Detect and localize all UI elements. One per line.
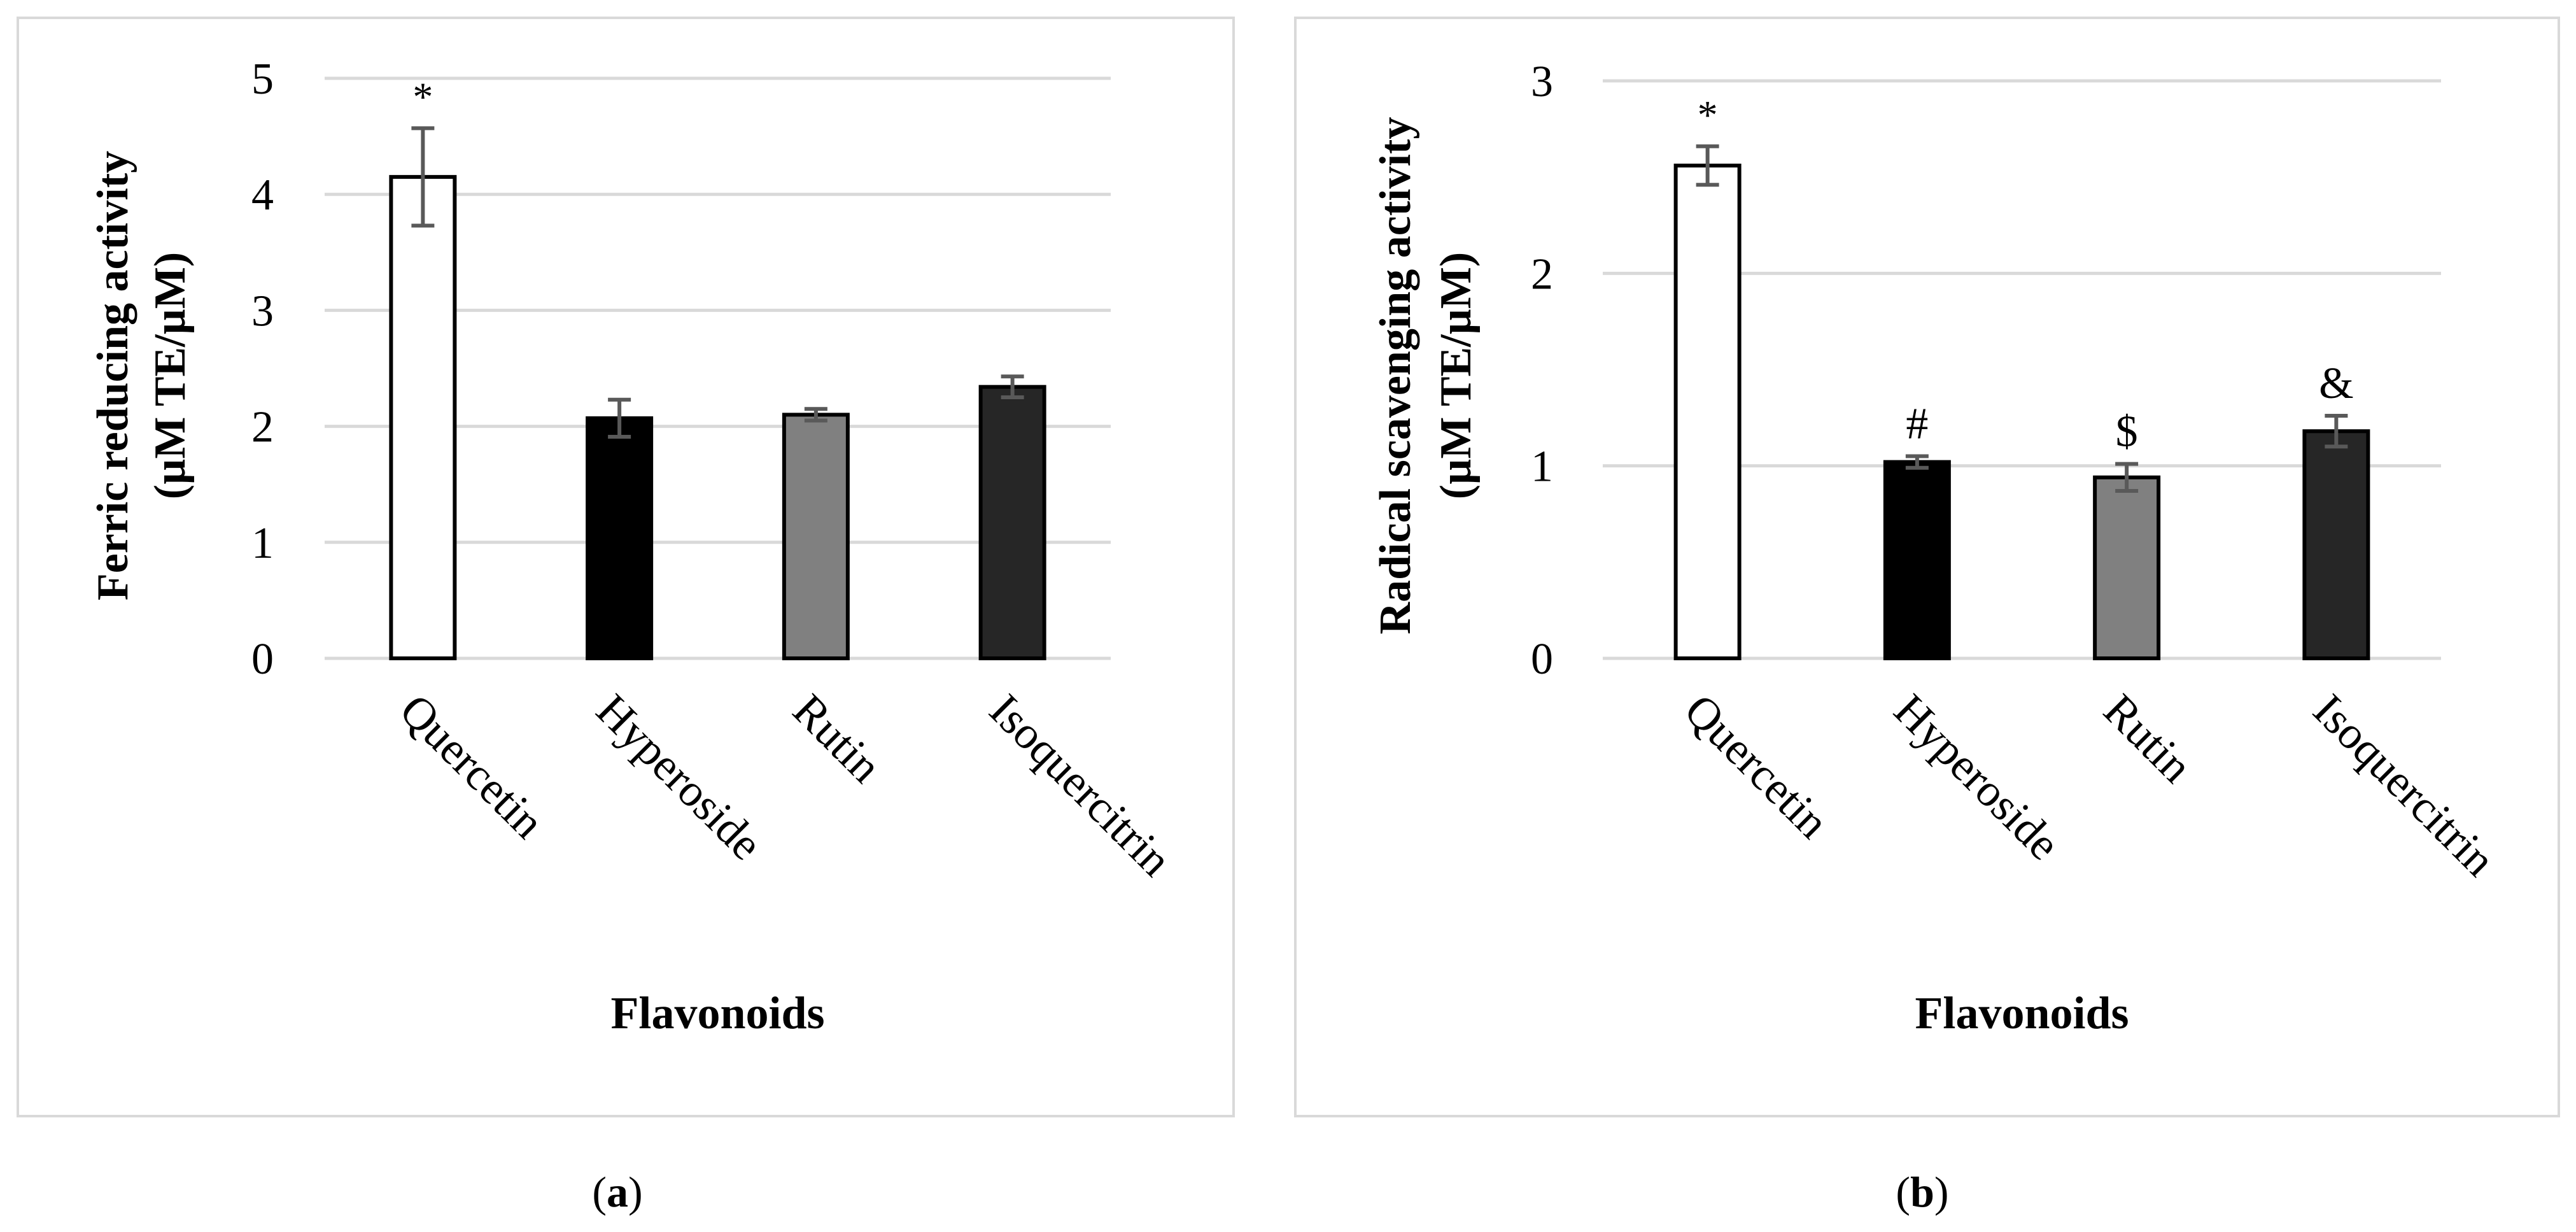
y-axis-title-line2: (µM TE/µM) xyxy=(146,252,195,500)
bar xyxy=(2093,475,2161,660)
y-tick-label: 2 xyxy=(251,403,274,452)
panel-caption-letter: a xyxy=(607,1168,628,1216)
y-tick-label: 2 xyxy=(1531,250,1553,299)
bar xyxy=(2302,429,2370,660)
significance-marker: * xyxy=(412,74,433,119)
significance-marker: # xyxy=(1906,400,1928,449)
y-tick-label: 0 xyxy=(251,635,274,684)
panel-caption-letter: b xyxy=(1910,1168,1934,1216)
bar xyxy=(389,174,457,660)
y-tick-label: 1 xyxy=(251,519,274,568)
x-axis-title: Flavonoids xyxy=(1915,988,2129,1038)
significance-marker: $ xyxy=(2116,407,2138,457)
significance-marker: & xyxy=(2319,359,2353,408)
panel-caption: (b) xyxy=(1896,1168,1948,1216)
bar xyxy=(1673,164,1742,660)
y-tick-label: 3 xyxy=(251,287,274,336)
y-tick-label: 1 xyxy=(1531,443,1553,492)
bar xyxy=(978,385,1046,660)
chart-panel-a: 0 1 2 3 4 5 Ferric reducing activity (µM TE/µM)… xyxy=(17,17,1235,1216)
panel-caption: (a) xyxy=(592,1168,642,1216)
y-axis-title-line1: Ferric reducing activity xyxy=(88,151,137,600)
x-axis-title: Flavonoids xyxy=(610,988,824,1038)
y-tick-label: 5 xyxy=(251,55,274,104)
bar xyxy=(782,413,850,660)
chart-panel-b: 0 1 2 3 Radical scavenging activity (µM TE/µM… xyxy=(1294,17,2560,1216)
significance-marker: * xyxy=(1698,92,1718,138)
bar xyxy=(586,416,654,660)
bar xyxy=(1883,460,1951,660)
y-tick-label: 3 xyxy=(1531,57,1553,106)
y-tick-label: 0 xyxy=(1531,635,1553,684)
y-tick-label: 4 xyxy=(251,171,274,220)
y-axis-title-line1: Radical scavenging activity xyxy=(1371,117,1420,635)
y-axis-title-line2: (µM TE/µM) xyxy=(1432,252,1481,500)
